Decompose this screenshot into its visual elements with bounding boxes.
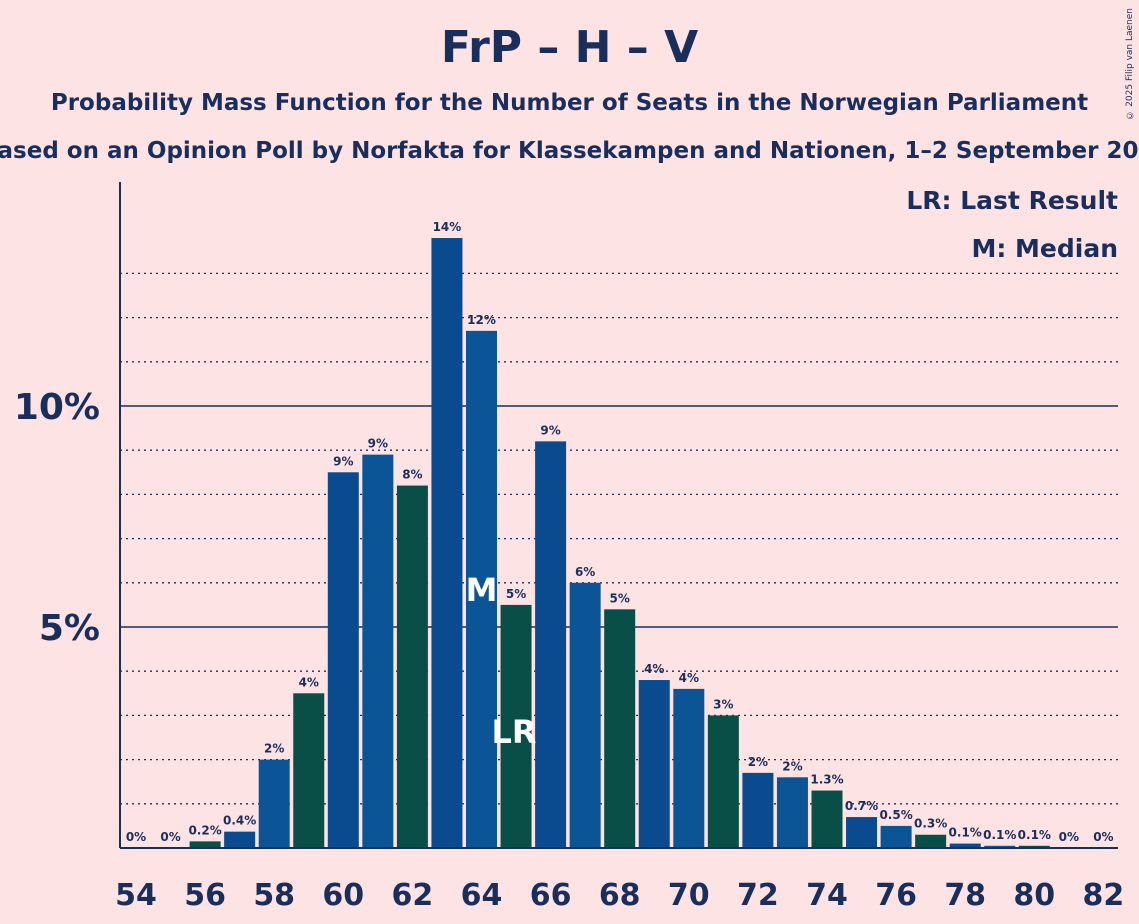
x-tick-label: 82 [1083, 878, 1125, 913]
x-tick-label: 54 [115, 878, 157, 913]
bar-value-label: 9% [333, 454, 353, 468]
bar-seat-63 [431, 238, 463, 849]
y-tick-label: 5% [39, 608, 100, 649]
bar-value-label: 3% [713, 697, 733, 711]
bar-seat-59 [293, 693, 325, 848]
bar-value-label: 0.1% [1018, 828, 1051, 842]
bar-value-label: 8% [402, 468, 422, 482]
x-tick-label: 78 [944, 878, 986, 913]
bar-seat-71 [707, 715, 739, 848]
x-tick-label: 74 [806, 878, 848, 913]
bar-value-label: 0% [1059, 830, 1079, 844]
bar-seat-74 [811, 790, 843, 848]
bar-seat-70 [673, 688, 705, 848]
bar-value-label: 0.1% [983, 828, 1016, 842]
x-tick-label: 70 [668, 878, 710, 913]
bar-seat-75 [846, 817, 878, 848]
last-result-marker: LR [492, 713, 537, 751]
bar-value-label: 4% [644, 662, 664, 676]
bar-seat-61 [362, 454, 394, 848]
legend-last-result: LR: Last Result [906, 186, 1118, 215]
bar-value-label: 0% [126, 830, 146, 844]
x-tick-label: 76 [875, 878, 917, 913]
bar-value-label: 0.2% [188, 823, 221, 837]
bar-seat-72 [742, 772, 774, 848]
bar-value-label: 0.3% [914, 817, 947, 831]
bar-seat-58 [258, 759, 290, 848]
bar-seat-62 [396, 485, 428, 848]
x-tick-label: 66 [530, 878, 572, 913]
bar-value-label: 0.7% [845, 799, 878, 813]
bar-seat-68 [604, 609, 636, 848]
bar-value-label: 4% [679, 671, 699, 685]
x-tick-label: 56 [184, 878, 226, 913]
bar-value-label: 0% [160, 830, 180, 844]
chart-source-subtitle: Based on an Opinion Poll by Norfakta for… [0, 138, 1139, 164]
bar-value-label: 2% [782, 759, 802, 773]
x-tick-label: 68 [599, 878, 641, 913]
bar-seat-57 [224, 831, 256, 848]
bar-value-label: 2% [748, 755, 768, 769]
x-tick-label: 80 [1013, 878, 1055, 913]
bar-seat-77 [915, 834, 947, 848]
bar-seat-67 [569, 582, 601, 848]
bar-value-label: 14% [433, 220, 462, 234]
chart-subtitle: Probability Mass Function for the Number… [50, 90, 1089, 116]
bar-seat-80 [1018, 845, 1050, 848]
bar-value-label: 6% [575, 565, 595, 579]
bar-value-label: 12% [467, 313, 496, 327]
bar-seat-60 [327, 472, 359, 848]
bar-seat-76 [880, 825, 912, 848]
legend-median: M: Median [971, 234, 1118, 263]
x-tick-label: 58 [253, 878, 295, 913]
bar-value-label: 5% [610, 591, 630, 605]
y-tick-label: 10% [14, 387, 100, 428]
bar-seat-65 [500, 604, 532, 848]
bar-seat-69 [638, 680, 670, 848]
bar-value-label: 0.1% [949, 826, 982, 840]
bar-seat-56 [189, 841, 221, 848]
bar-value-label: 9% [368, 437, 388, 451]
bar-value-label: 9% [540, 423, 560, 437]
x-tick-label: 64 [461, 878, 503, 913]
bar-seat-64 [466, 330, 497, 848]
bar-seat-73 [776, 777, 808, 848]
bar-seat-66 [535, 441, 567, 848]
x-tick-label: 72 [737, 878, 779, 913]
x-tick-label: 62 [392, 878, 434, 913]
bar-seat-79 [984, 845, 1016, 848]
bar-value-label: 0.4% [223, 814, 256, 828]
bar-seat-78 [949, 843, 981, 848]
bar-value-label: 4% [299, 675, 319, 689]
bar-value-label: 1.3% [810, 773, 843, 787]
x-tick-label: 60 [322, 878, 364, 913]
chart-title: FrP – H – V [440, 22, 699, 73]
bar-value-label: 5% [506, 587, 526, 601]
bar-value-label: 2% [264, 742, 284, 756]
bar-value-label: 0% [1093, 830, 1113, 844]
bar-value-label: 0.5% [879, 808, 912, 822]
median-marker: M [466, 571, 498, 609]
